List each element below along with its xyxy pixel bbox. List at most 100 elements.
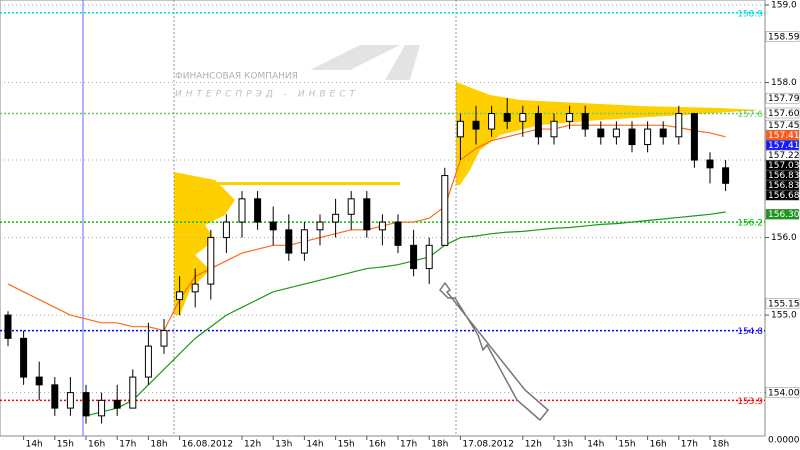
candle-body <box>456 120 464 138</box>
price-tag <box>765 387 800 398</box>
x-tick-label: 17.08.2012 <box>462 440 514 450</box>
candle-body <box>51 384 59 409</box>
candle-body <box>581 113 589 130</box>
candle-body <box>129 376 137 409</box>
price-tag <box>765 189 800 201</box>
watermark: ФИНАНСОВАЯ КОМПАНИЯ ИНТЕРСПРЭД - ИНВЕСТ <box>175 45 420 100</box>
candle-body <box>285 229 293 254</box>
candle-body <box>66 392 74 409</box>
candle-body <box>176 291 184 301</box>
x-tick-label: 14h <box>587 440 604 450</box>
x-tick-label: 16h <box>88 440 105 450</box>
price-tag-label: 154.003 <box>768 388 800 398</box>
candle-body <box>659 128 667 138</box>
candle-body <box>550 120 558 138</box>
price-tag-label: 158.595 <box>768 32 800 42</box>
x-tick-label: 18h <box>150 440 167 450</box>
price-tag-label: 157.415 <box>768 141 800 151</box>
level-label: 158.9 <box>737 9 763 19</box>
price-tag-label: 157.45 <box>768 121 800 131</box>
candle-body <box>207 237 215 285</box>
candle-body <box>534 113 542 138</box>
level-label: 153.9 <box>737 397 763 407</box>
candle-body <box>425 244 433 270</box>
candle-body <box>503 113 511 122</box>
candle-body <box>519 113 527 122</box>
candle-body <box>722 167 730 184</box>
candle-body <box>347 198 355 215</box>
candle-body <box>20 337 28 378</box>
price-tag-label: 157.607 <box>768 109 800 119</box>
x-tick-label: 17h <box>681 440 698 450</box>
candle-body <box>566 113 574 122</box>
price-tag <box>765 298 800 309</box>
candle-body <box>113 399 121 409</box>
x-tick-label: 15h <box>618 440 635 450</box>
candle-body <box>222 221 230 239</box>
x-tick-label: 16h <box>650 440 667 450</box>
price-tag-label: 157.224 <box>768 151 800 161</box>
level-label: 154.8 <box>737 327 763 337</box>
candle-body <box>690 113 698 161</box>
price-tag-label: 157.415 <box>768 131 800 141</box>
x-tick-label: 18h <box>712 440 729 450</box>
candle-body <box>363 198 371 231</box>
candle-body <box>488 113 496 130</box>
x-tick-label: 18h <box>431 440 448 450</box>
x-tick-label: 16.08.2012 <box>182 440 234 450</box>
y-tick-label: 156.0 <box>771 233 797 243</box>
price-tag-label: 157.798 <box>768 94 800 104</box>
volume-profile <box>174 82 760 315</box>
x-tick-label: 14h <box>306 440 323 450</box>
candle-body <box>675 113 683 138</box>
watermark-type: ФИНАНСОВАЯ КОМПАНИЯ <box>175 72 298 82</box>
y-tick-label: 155.0 <box>771 311 797 321</box>
candle-body <box>597 128 605 138</box>
candle-body <box>82 392 90 417</box>
candle-body <box>378 221 386 231</box>
candle-body <box>628 128 636 146</box>
y-tick-label: 158.0 <box>771 78 797 88</box>
candle-body <box>238 198 246 223</box>
x-tick-label: 15h <box>57 440 74 450</box>
price-tag-label: 155.152 <box>768 299 800 309</box>
candle-body <box>35 376 43 386</box>
watermark-name: ИНТЕРСПРЭД - ИНВЕСТ <box>175 90 359 100</box>
level-label: 157.6 <box>737 110 763 120</box>
x-tick-label: 14h <box>26 440 43 450</box>
candle-body <box>144 345 152 378</box>
level-label: 156.2 <box>737 219 763 229</box>
candle-body <box>300 229 308 254</box>
price-tag-label: 156.83 <box>768 181 800 191</box>
x-tick-label: 15h <box>338 440 355 450</box>
price-tag <box>765 208 800 220</box>
x-tick-label: 12h <box>244 440 261 450</box>
y-tick-label: 159.0 <box>771 1 797 11</box>
candle-body <box>160 330 168 347</box>
candle-body <box>98 399 106 417</box>
candle-body <box>254 198 262 223</box>
price-tag <box>765 92 800 104</box>
price-tag-label: 156.301 <box>768 210 800 220</box>
x-tick-label: 17h <box>400 440 417 450</box>
indicator-line <box>85 211 726 417</box>
price-tag <box>765 107 800 119</box>
price-tag-label: 157.032 <box>768 161 800 171</box>
candle-body <box>441 175 449 246</box>
price-tag-label: 156.83 <box>768 171 800 181</box>
candle-body <box>269 221 277 231</box>
indicator-label: 0.00000 <box>768 436 800 446</box>
price-tag <box>765 31 800 42</box>
arrow <box>439 281 550 422</box>
candle-body <box>332 213 340 223</box>
candle-body <box>316 221 324 231</box>
x-tick-label: 16h <box>369 440 386 450</box>
price-tag-label: 156.68 <box>768 191 800 201</box>
x-tick-label: 13h <box>556 440 573 450</box>
candle-body <box>472 120 480 130</box>
x-tick-label: 13h <box>275 440 292 450</box>
x-tick-label: 12h <box>525 440 542 450</box>
candle-body <box>394 221 402 246</box>
candle-body <box>706 159 714 169</box>
